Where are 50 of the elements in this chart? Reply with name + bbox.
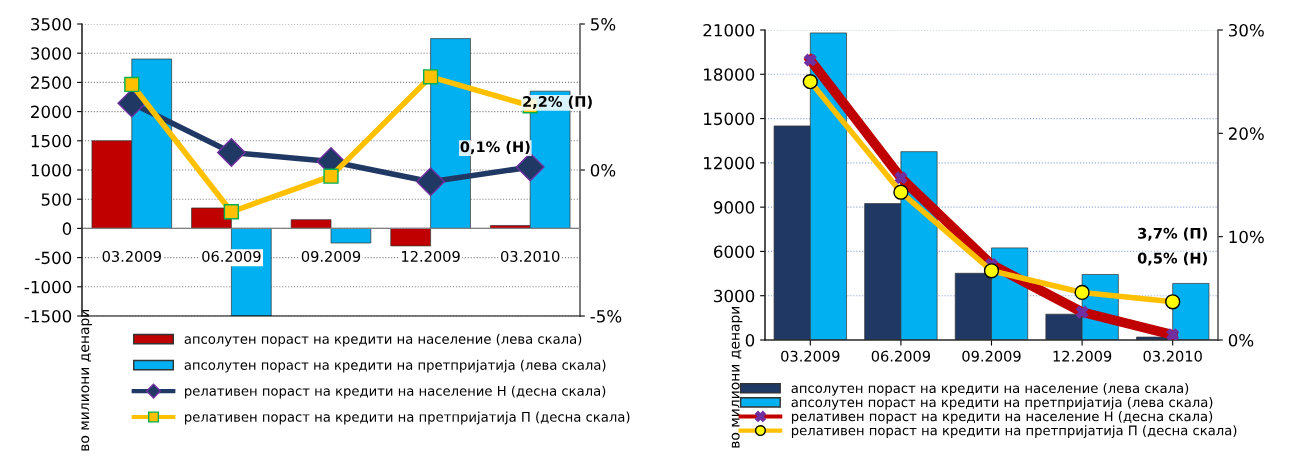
y2-tick-label: 5% [591,17,616,31]
legend-label: релативен пораст на кредити на население Н (десна скала) [791,411,1213,424]
y-tick-label: -500 [35,251,72,265]
legend-label: релативен пораст на кредити на население Н (десна скала) [185,385,606,399]
annotation: 0,1% (Н) [460,141,530,155]
y-tick-label: 2000 [31,105,72,119]
y2-tick-label: 10% [1229,230,1264,244]
y-tick-label: 3000 [31,47,72,60]
y2-tick-label: 0% [1228,333,1254,347]
legend-label: апсолутен пораст на кредити на население (лева скала) [791,382,1189,396]
x-tick-label: 03.2010 [1143,350,1202,362]
y-tick-label: 18000 [704,68,755,81]
y-tick-label: -1000 [24,280,72,294]
legend-label: релативен пораст на кредити на претпријатија П (десна скала) [791,425,1237,438]
y-tick-label: 3000 [714,289,755,303]
y-tick-label: 6000 [714,245,755,258]
annotation: 3,7% (П) [1138,227,1207,241]
y2-tick-label: 30% [1228,23,1264,37]
annotation: 2,2% (П) [523,95,592,109]
y-tick-label: 1000 [31,163,72,177]
y-tick-label: 12000 [704,156,755,170]
y-tick-label: -1500 [24,309,72,323]
y-tick-label: 3500 [31,17,72,31]
y-tick-label: 15000 [704,112,755,126]
x-tick-label: 03.2009 [102,250,161,262]
x-tick-label: 09.2009 [301,250,361,262]
y2-tick-label: -5% [590,309,622,323]
y-axis-title: во милиони денари [81,309,92,451]
y-tick-label: 0 [745,333,755,347]
y-tick-label: 2500 [31,76,72,89]
x-tick-label: 03.2010 [501,250,560,262]
y-tick-label: 0 [62,222,72,235]
x-tick-label: 06.2009 [871,350,931,362]
x-tick-label: 12.2009 [1053,350,1112,362]
legend-label: апсолутен пораст на кредити на претпријатија (лева скала) [184,359,606,373]
annotation: 0,5% (Н) [1137,252,1207,266]
y-tick-label: 9000 [713,201,755,214]
y2-tick-label: 20% [1228,127,1264,140]
y-axis-title: во милиони денари [731,306,743,448]
x-tick-label: 12.2009 [402,250,460,262]
y-tick-label: 21000 [703,23,755,37]
y-tick-label: 500 [41,193,72,206]
x-tick-label: 09.2009 [962,350,1021,362]
legend-label: апсолутен пораст на кредити на претпријатија (лева скала) [791,396,1213,410]
x-tick-label: 03.2009 [781,350,840,362]
legend-label: апсолутен пораст на кредити на население (лева скала) [184,333,582,347]
y-tick-label: 1500 [31,134,72,148]
x-tick-label: 06.2009 [202,250,261,262]
y2-tick-label: 0% [590,163,616,177]
legend-label: релативен пораст на кредити на претпријатија П (десна скала) [185,411,630,425]
